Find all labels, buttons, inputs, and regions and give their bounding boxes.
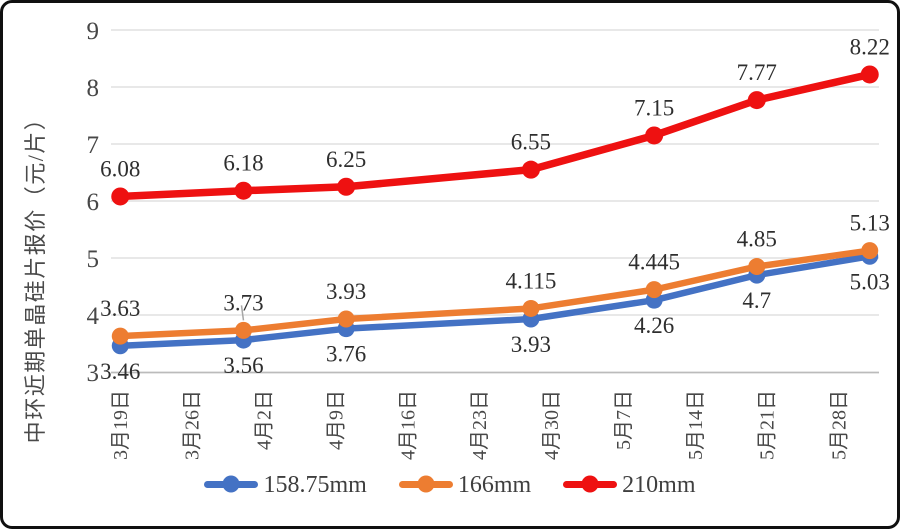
legend-dot-icon [581, 475, 599, 493]
data-point-marker [337, 177, 356, 196]
x-tick-label: 5月28日 [829, 390, 851, 460]
y-tick-label: 8 [87, 75, 100, 102]
data-point-marker [747, 91, 766, 110]
y-tick-label: 4 [87, 303, 100, 330]
x-tick-label: 5月14日 [685, 390, 707, 460]
data-point-marker [748, 258, 766, 276]
data-point-marker [111, 187, 130, 206]
x-tick-label: 3月19日 [110, 390, 132, 460]
y-tick-label: 3 [87, 360, 100, 387]
data-label: 6.55 [511, 130, 551, 155]
x-tick-label: 4月16日 [397, 390, 419, 460]
x-tick-label: 4月2日 [254, 390, 276, 450]
data-label: 8.22 [850, 34, 890, 59]
data-label: 6.08 [100, 156, 140, 181]
data-label: 4.7 [742, 288, 771, 313]
y-axis-title: 中环近期单晶硅片报价（元/片） [23, 107, 48, 444]
data-point-marker [521, 160, 540, 179]
data-label: 3.93 [326, 279, 366, 304]
data-point-marker [337, 310, 355, 328]
legend-swatch-blue-icon [204, 475, 259, 493]
data-point-marker [111, 327, 129, 345]
data-point-marker [645, 126, 664, 145]
data-label: 3.76 [326, 342, 366, 367]
y-tick-label: 6 [87, 189, 100, 216]
legend-label: 210mm [622, 472, 696, 498]
data-label: 4.26 [634, 313, 674, 338]
x-tick-label: 4月9日 [325, 390, 347, 450]
data-label: 3.93 [511, 332, 551, 357]
legend-dot-icon [222, 475, 240, 493]
data-label: 3.56 [223, 353, 263, 378]
data-label: 3.63 [100, 296, 140, 321]
legend-item-166mm: 166mm [398, 471, 532, 498]
chart-plot: 3 4 5 6 7 8 9 3月19日 3月26日 4月2日 4月9日 4月16日 4月23日 4月30日… [23, 18, 890, 460]
data-label: 6.18 [223, 151, 263, 176]
y-tick-label: 9 [87, 18, 100, 45]
data-label: 4.85 [737, 227, 777, 252]
legend-swatch-red-icon [563, 475, 618, 493]
legend-label: 166mm [457, 472, 532, 498]
data-point-marker [234, 181, 253, 200]
data-label: 5.13 [850, 211, 890, 236]
legend-item-158-75mm: 158.75mm [204, 471, 367, 498]
x-tick-label: 4月30日 [541, 390, 563, 460]
label-leader-line [240, 305, 245, 321]
legend-swatch-orange-icon [398, 475, 453, 493]
x-tick-label: 5月21日 [757, 390, 779, 460]
y-tick-label: 7 [87, 132, 100, 159]
data-label: 5.03 [850, 269, 890, 294]
x-tick-label: 5月7日 [613, 390, 635, 450]
data-label: 6.25 [326, 147, 366, 172]
y-tick-label: 5 [87, 246, 100, 273]
x-tick-label: 3月26日 [182, 390, 204, 460]
legend-label: 158.75mm [263, 472, 367, 498]
data-label: 4.445 [628, 250, 680, 275]
legend-item-210mm: 210mm [563, 471, 696, 498]
data-point-marker [645, 281, 663, 299]
data-point-marker [234, 321, 252, 339]
legend-dot-icon [417, 475, 435, 493]
x-tick-label: 4月23日 [469, 390, 491, 460]
data-label: 7.15 [634, 95, 674, 120]
data-point-marker [861, 242, 879, 260]
data-point-marker [522, 299, 540, 317]
data-label: 3.73 [223, 290, 263, 315]
legend: 158.75mm 166mm 210mm [3, 471, 897, 497]
data-label: 7.77 [737, 60, 777, 85]
data-label: 4.115 [505, 268, 556, 293]
data-point-marker [860, 65, 879, 84]
data-label: 3.46 [100, 359, 140, 384]
